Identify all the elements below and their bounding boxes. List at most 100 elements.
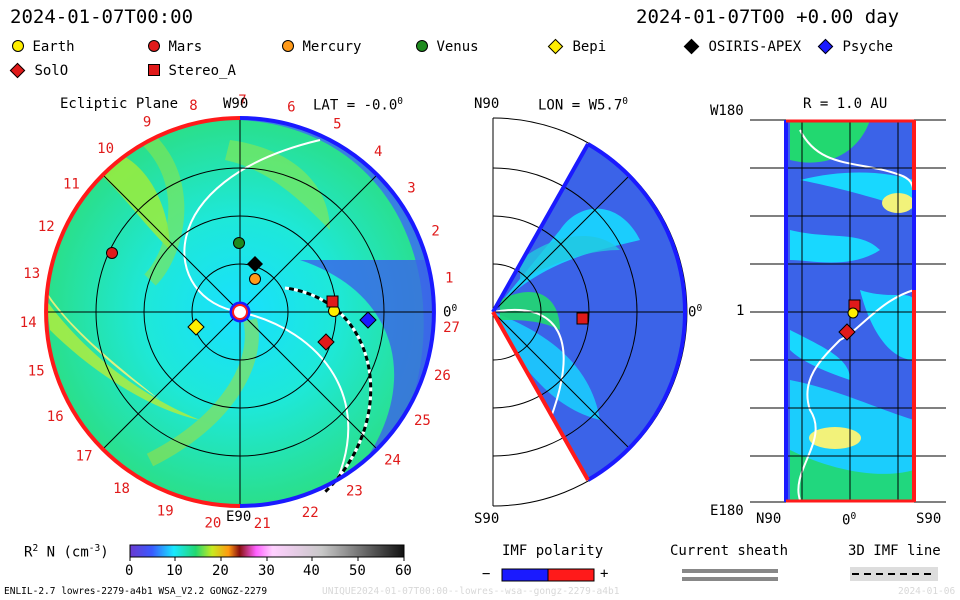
- sector-number-label: 19: [157, 503, 174, 519]
- legend-label: Stereo_A: [168, 63, 236, 79]
- density-colorbar: [129, 544, 405, 561]
- legend-psyche: Psyche: [817, 38, 894, 55]
- sector-number-label: 1: [445, 271, 453, 287]
- solo-marker: [317, 333, 335, 351]
- earth-marker-radial: [847, 307, 859, 319]
- sector-number-label: 20: [204, 515, 221, 531]
- sector-number-label: 23: [346, 484, 363, 500]
- radial-mid-left: 1: [736, 303, 745, 319]
- degree-mark: 0: [397, 96, 404, 107]
- sector-number-label: 9: [143, 115, 151, 131]
- sector-number-label: 24: [384, 452, 401, 468]
- imf-polarity-bar: [501, 568, 595, 582]
- sector-number-label: 8: [189, 98, 197, 114]
- cb-suffix: ): [100, 544, 109, 561]
- sector-number-label: 6: [287, 99, 295, 115]
- legend-venus: Venus: [416, 39, 479, 55]
- sector-number-label: 16: [47, 409, 64, 425]
- ecliptic-title: Ecliptic Plane: [60, 96, 179, 112]
- colorbar-tick: 50: [349, 563, 366, 579]
- legend-label: SolO: [34, 63, 69, 79]
- imf-polarity-title: IMF polarity: [502, 543, 604, 559]
- solo-marker-radial: [838, 323, 856, 341]
- radial-top-left: W180: [710, 103, 744, 119]
- sector-number-label: 12: [38, 219, 55, 235]
- imf-line-title: 3D IMF line: [848, 543, 941, 559]
- mars-circle-icon: [148, 40, 160, 52]
- sector-number-label: 2: [431, 223, 439, 239]
- radial-x-mid: 00: [842, 511, 856, 529]
- colorbar-tick: 20: [212, 563, 229, 579]
- sector-number-label: 11: [63, 176, 80, 192]
- degree-mark: 0: [451, 303, 458, 314]
- radial-title: R = 1.0 AU: [803, 96, 888, 112]
- sector-number-label: 14: [20, 315, 37, 331]
- legend-label: Mercury: [302, 39, 362, 55]
- legend-earth: Earth: [12, 39, 75, 55]
- radial-x-left: N90: [756, 511, 782, 527]
- mercury-marker: [249, 273, 261, 285]
- mercury-circle-icon: [282, 40, 294, 52]
- legend-label: Earth: [32, 39, 75, 55]
- cb-sup: 2: [32, 543, 39, 554]
- colorbar-tick: 30: [258, 563, 275, 579]
- ecliptic-lat-label: LAT = -0.00: [313, 96, 403, 114]
- footer-id-watermark: UNIQUE2024-01-07T00:00--lowres--wsa--gon…: [322, 586, 620, 597]
- ecliptic-right-label: 00: [443, 303, 457, 321]
- psyche-marker: [359, 311, 377, 329]
- sector-number-label: 7: [238, 93, 246, 109]
- colorbar-tick: 40: [303, 563, 320, 579]
- footer-date-watermark: 2024-01-06: [898, 586, 956, 597]
- legend-solo: SolO: [9, 62, 69, 79]
- imf-polarity-minus: −: [482, 566, 491, 582]
- sector-number-label: 18: [113, 481, 130, 497]
- meridional-top-left: N90: [474, 96, 500, 112]
- timestamp-right: 2024-01-07T00 +0.00 day: [636, 6, 900, 28]
- sector-number-label: 17: [76, 449, 93, 465]
- legend-label: Psyche: [842, 39, 894, 55]
- stereo-a-marker-meridional: [576, 312, 589, 325]
- x-mid-value: 0: [842, 512, 851, 529]
- sector-number-label: 5: [333, 117, 341, 133]
- sector-number-label: 3: [407, 180, 415, 196]
- legend-mars: Mars: [148, 39, 202, 55]
- colorbar-tick: 10: [166, 563, 183, 579]
- cb-mid: N (cm: [38, 544, 89, 561]
- mars-marker: [106, 247, 118, 259]
- sector-number-label: 21: [254, 516, 271, 532]
- earth-circle-icon: [12, 40, 24, 52]
- legend-osiris-apex: OSIRIS-APEX: [683, 38, 802, 55]
- legend-label: OSIRIS-APEX: [708, 39, 802, 55]
- sector-number-label: 26: [434, 368, 451, 384]
- sector-number-label: 25: [414, 413, 431, 429]
- current-sheath-line: [682, 569, 778, 581]
- legend-label: Mars: [168, 39, 203, 55]
- meridional-wedge: [491, 117, 688, 507]
- colorbar-tick: 0: [125, 563, 134, 579]
- meridional-right-label: 00: [688, 303, 702, 321]
- venus-circle-icon: [416, 40, 428, 52]
- ecliptic-top-label: W90: [223, 96, 249, 112]
- lat-value: LAT = -0.0: [313, 97, 398, 114]
- radial-panel: [750, 119, 946, 503]
- bepi-marker: [187, 318, 205, 336]
- colorbar-tick: 60: [395, 563, 412, 579]
- imf-line-sample: [850, 567, 938, 581]
- radial-x-right: S90: [916, 511, 942, 527]
- osiris-apex-marker: [247, 256, 263, 272]
- lon-value: LON = W5.7: [538, 97, 623, 114]
- stereo-a-square-icon: [148, 64, 160, 76]
- zero-longitude: 0: [443, 304, 452, 321]
- imf-polarity-plus: +: [600, 566, 609, 582]
- cb-sup2: -3: [88, 543, 101, 554]
- sector-number-label: 4: [374, 144, 382, 160]
- sector-number-label: 15: [28, 363, 45, 379]
- ecliptic-disc: [44, 116, 436, 508]
- sector-number-label: 10: [97, 141, 114, 157]
- footer-model: ENLIL-2.7 lowres-2279-a4b1 WSA_V2.2 GONG…: [4, 586, 268, 597]
- venus-marker: [233, 237, 245, 249]
- sector-number-label: 13: [23, 266, 40, 282]
- legend-label: Bepi: [572, 39, 607, 55]
